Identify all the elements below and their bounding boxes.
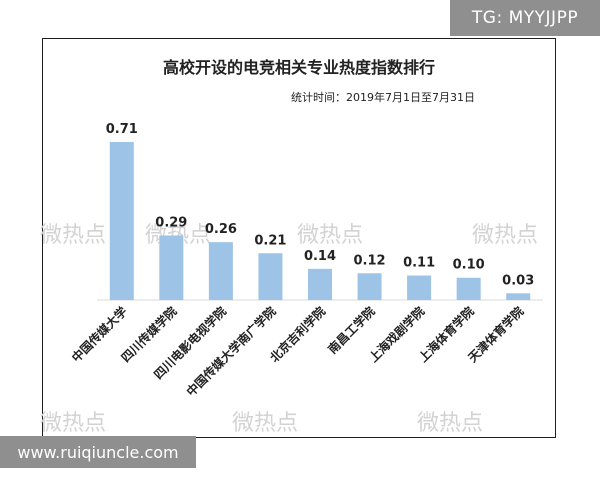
value-label-8: 0.10	[453, 258, 485, 273]
value-label-1: 0.71	[106, 122, 138, 137]
weibo-watermarks: 微热点微热点微热点微热点微热点微热点微热点	[40, 223, 538, 436]
bar-8	[456, 277, 481, 300]
category-label-4: 中国传媒大学南广学院	[183, 304, 278, 399]
weibo-watermark: 微热点	[297, 223, 363, 248]
bar-2	[159, 235, 184, 300]
weibo-watermark: 微热点	[40, 223, 106, 248]
bar-1	[109, 142, 134, 300]
value-label-4: 0.21	[254, 233, 286, 248]
weibo-watermark: 微热点	[40, 411, 106, 436]
value-label-7: 0.11	[403, 256, 435, 271]
value-label-2: 0.29	[155, 215, 187, 230]
value-label-5: 0.14	[304, 249, 336, 264]
bar-4	[258, 253, 283, 300]
chart-subtitle: 统计时间：2019年7月1日至7月31日	[291, 90, 475, 104]
value-label-6: 0.12	[354, 253, 386, 268]
weibo-watermark: 微热点	[472, 223, 538, 248]
weibo-watermark: 微热点	[417, 411, 483, 436]
category-label-6: 南昌工学院	[325, 304, 378, 357]
bar-5	[308, 268, 332, 300]
bar-3	[208, 242, 233, 300]
chart-title: 高校开设的电竞相关专业热度指数排行	[163, 58, 435, 77]
value-label-3: 0.26	[205, 222, 237, 237]
bar-7	[407, 275, 432, 300]
weibo-watermark: 微热点	[232, 411, 298, 436]
value-label-9: 0.03	[502, 273, 534, 288]
watermark-top: TG: MYYJJPP	[450, 0, 600, 36]
bar-9	[506, 293, 531, 300]
bar-6	[357, 273, 382, 300]
watermark-bottom: www.ruiqiuncle.com	[0, 436, 196, 468]
